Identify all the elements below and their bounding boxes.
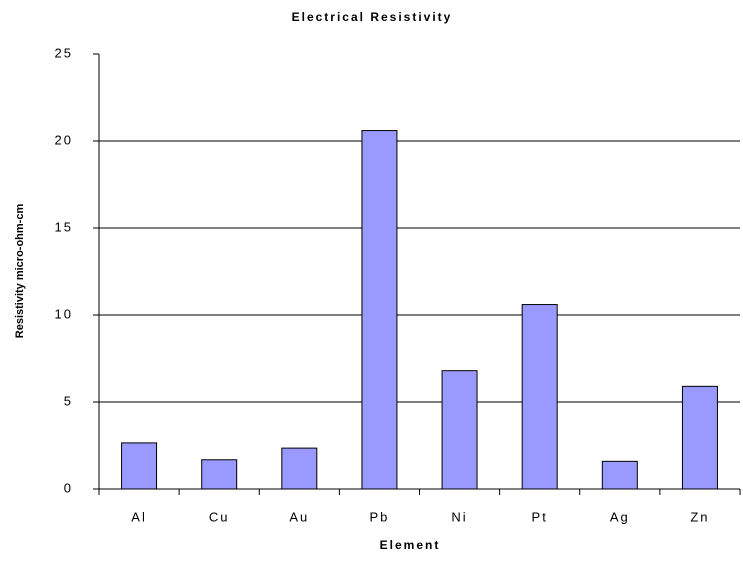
x-tick-label: Cu (209, 509, 230, 524)
bar (601, 460, 638, 490)
x-tick-label: Al (131, 509, 147, 524)
y-tick-label: 15 (55, 219, 73, 234)
x-tick-label: Zn (690, 509, 709, 524)
chart-title: Electrical Resistivity (292, 10, 453, 24)
x-tick-label: Au (289, 509, 309, 524)
bar (441, 370, 478, 490)
bar (361, 130, 398, 490)
bar (521, 304, 558, 490)
y-tick-label: 25 (55, 45, 73, 60)
x-axis-label: Element (380, 538, 441, 552)
x-tick-label: Ag (610, 509, 630, 524)
y-tick-label: 10 (55, 306, 73, 321)
x-tick-label: Pt (532, 509, 548, 524)
y-tick-label: 20 (55, 132, 73, 147)
y-tick-label: 5 (64, 393, 73, 408)
bar (281, 447, 318, 490)
y-tick-label: 0 (64, 480, 73, 495)
bar (201, 459, 238, 490)
bar (121, 442, 158, 490)
bar (681, 385, 718, 490)
x-tick-label: Ni (451, 509, 467, 524)
y-axis-label: Resistivity micro-ohm-cm (14, 204, 26, 339)
x-tick-label: Pb (369, 509, 389, 524)
